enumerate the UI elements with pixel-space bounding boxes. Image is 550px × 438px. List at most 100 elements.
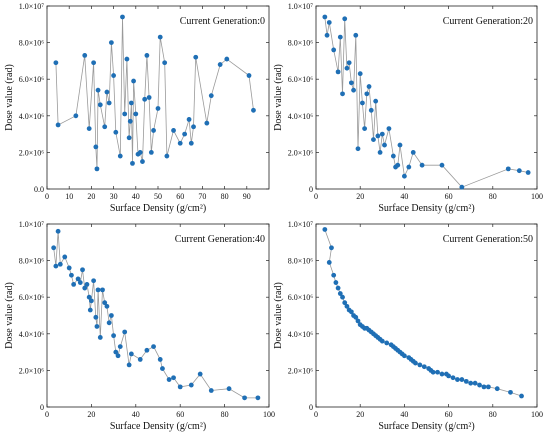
data-point xyxy=(142,96,148,102)
data-point xyxy=(82,285,88,291)
chart-panel-0: 0 10 20 30 40 50 60 70 80 90 0.0 2.0×10⁶ 4.0×10⁶ 6.0×… xyxy=(4,2,270,214)
plot-frame xyxy=(315,5,538,190)
data-point xyxy=(66,265,72,271)
data-point xyxy=(117,344,123,350)
data-point xyxy=(366,84,372,89)
plot-frame xyxy=(46,223,270,408)
data-point xyxy=(406,164,412,170)
y-tick-label: 1.0×10⁷ xyxy=(19,2,45,11)
x-axis-label: Surface Density (g/cm²) xyxy=(110,203,206,214)
data-point xyxy=(55,122,61,128)
data-point xyxy=(351,87,356,93)
x-tick-label: 60 xyxy=(445,192,453,201)
data-point xyxy=(459,184,465,190)
data-point xyxy=(171,375,176,381)
data-point xyxy=(455,377,460,382)
y-axis-label: Dose value (rad) xyxy=(4,282,15,349)
data-point xyxy=(55,228,61,234)
data-point xyxy=(331,47,337,53)
data-point xyxy=(126,362,132,368)
data-point xyxy=(340,294,345,300)
data-point xyxy=(331,272,337,278)
data-point xyxy=(86,126,92,132)
data-point xyxy=(151,128,156,133)
data-point xyxy=(421,364,427,370)
data-point xyxy=(337,291,343,296)
data-point xyxy=(395,162,401,168)
data-point xyxy=(162,60,168,66)
x-tick-label: 60 xyxy=(176,192,184,201)
y-tick-label: 8.0×10⁶ xyxy=(19,257,45,266)
y-tick-label: 8.0×10⁶ xyxy=(288,39,314,48)
data-point xyxy=(226,386,232,392)
data-point xyxy=(106,100,112,106)
data-point xyxy=(516,168,522,174)
x-tick-label: 40 xyxy=(132,192,140,201)
data-point xyxy=(124,56,130,62)
data-point xyxy=(126,135,132,141)
x-tick-label: 10 xyxy=(65,192,73,201)
data-point xyxy=(197,371,203,377)
data-point xyxy=(217,62,223,67)
data-point xyxy=(344,303,350,309)
data-point xyxy=(95,87,101,93)
y-tick-label: 8.0×10⁶ xyxy=(19,39,45,48)
data-point xyxy=(75,276,81,282)
x-tick-label: 40 xyxy=(400,192,408,201)
data-point xyxy=(472,380,478,386)
data-point xyxy=(353,314,359,320)
data-point xyxy=(53,263,59,269)
data-point xyxy=(106,320,112,326)
data-point xyxy=(113,129,119,135)
data-point xyxy=(242,395,247,401)
series-line xyxy=(53,231,258,399)
data-point xyxy=(122,111,128,117)
y-tick-label: 0 xyxy=(40,403,44,412)
data-point xyxy=(357,71,363,77)
x-tick-label: 0 xyxy=(45,192,49,201)
y-tick-label: 4.0×10⁶ xyxy=(288,112,314,121)
x-tick-label: 0 xyxy=(314,410,318,419)
data-point xyxy=(360,100,365,106)
data-point xyxy=(450,375,456,381)
data-point xyxy=(94,324,100,329)
data-point xyxy=(148,150,154,155)
x-axis-label: Surface Density (g/cm²) xyxy=(378,203,474,214)
data-point xyxy=(494,386,500,392)
data-point xyxy=(337,34,343,40)
data-point xyxy=(342,300,348,306)
data-point xyxy=(186,117,192,122)
x-axis-label: Surface Density (g/cm²) xyxy=(110,421,206,432)
data-point xyxy=(193,54,199,60)
data-point xyxy=(519,393,524,399)
data-point xyxy=(439,371,445,377)
data-point xyxy=(477,382,482,388)
data-point xyxy=(402,173,407,179)
data-point xyxy=(166,377,172,382)
data-point xyxy=(120,14,125,20)
data-point xyxy=(151,344,156,350)
y-axis-label: Dose value (rad) xyxy=(273,282,284,349)
y-tick-label: 2.0×10⁶ xyxy=(288,366,314,375)
data-point xyxy=(146,95,152,100)
data-point xyxy=(439,162,445,168)
data-point xyxy=(419,162,425,168)
data-point xyxy=(525,170,531,175)
data-point xyxy=(468,380,474,386)
data-point xyxy=(137,150,143,155)
data-point xyxy=(188,382,194,388)
y-tick-label: 8.0×10⁶ xyxy=(288,257,314,266)
y-tick-label: 1.0×10⁷ xyxy=(288,220,314,229)
data-point xyxy=(91,60,97,66)
data-point xyxy=(251,107,256,113)
data-point xyxy=(115,353,121,359)
data-point xyxy=(111,73,116,78)
data-point xyxy=(333,280,339,285)
x-tick-label: 60 xyxy=(176,410,184,419)
data-point xyxy=(417,362,423,368)
data-point xyxy=(108,313,114,318)
data-point xyxy=(382,142,387,148)
x-tick-label: 40 xyxy=(132,410,140,419)
data-point xyxy=(371,137,376,142)
